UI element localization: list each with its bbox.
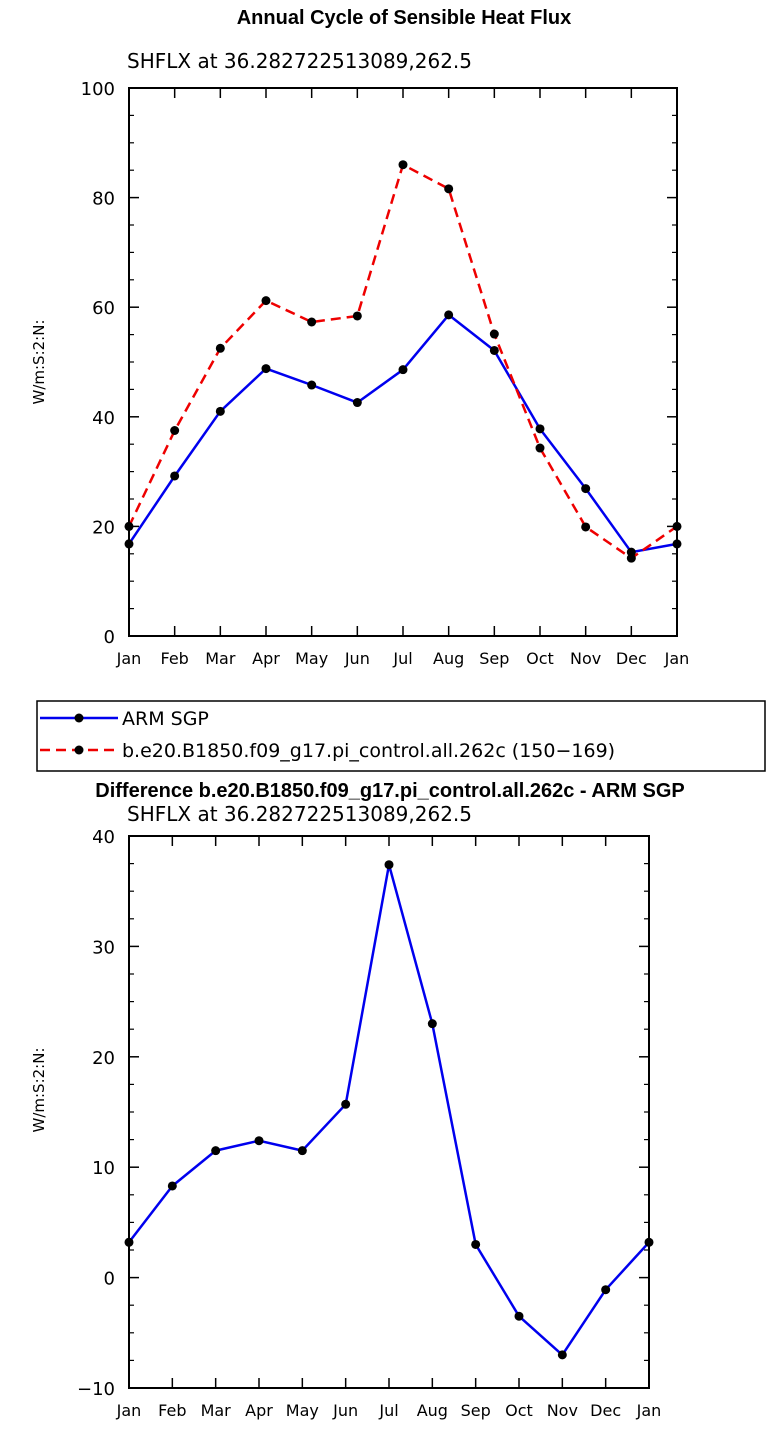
chart1-ytick-label: 80	[92, 189, 115, 210]
chart1-series-1-point	[215, 406, 225, 416]
chart1-xtick-label: Jun	[344, 649, 370, 668]
chart2-series-1-point	[557, 1350, 567, 1360]
chart1-series-2-point	[261, 296, 271, 306]
chart1-ytick-label: 0	[104, 627, 115, 648]
chart1-xtick-label: Jan	[664, 649, 690, 668]
chart1-series-2-point	[307, 317, 317, 327]
chart1-xtick-label: Feb	[161, 649, 189, 668]
legend-model-marker	[74, 745, 84, 755]
chart1-series-1-point	[170, 471, 180, 481]
chart1-series-2-point	[489, 329, 499, 339]
legend-arm-sgp-marker	[74, 713, 84, 723]
chart1-series-2-point	[215, 343, 225, 353]
chart2-series-1-point	[341, 1099, 351, 1109]
chart2-xtick-label: Nov	[547, 1401, 578, 1420]
chart1-ytick-label: 20	[92, 517, 115, 538]
chart2-xtick-label: Oct	[505, 1401, 533, 1420]
chart2-ytick-label: 30	[92, 937, 115, 958]
chart2-ytick-label: 40	[92, 827, 115, 848]
chart2-ytick-label: 10	[92, 1158, 115, 1179]
chart1-frame	[128, 87, 678, 637]
chart2-xtick-label: Jan	[636, 1401, 662, 1420]
chart2-xtick-label: Apr	[245, 1401, 273, 1420]
chart2-series-1-point	[167, 1181, 177, 1191]
chart2-series-1-point	[471, 1239, 481, 1249]
chart1-series-2-point	[124, 521, 134, 531]
chart1-xtick-label: Sep	[479, 649, 509, 668]
chart1-series-1-point	[352, 398, 362, 408]
chart2-series-1-point	[297, 1146, 307, 1156]
chart1-xtick-label: Dec	[616, 649, 647, 668]
chart1-series-1-point	[124, 539, 134, 549]
chart1-series-2-point	[444, 184, 454, 194]
chart2-series-1-point	[601, 1285, 611, 1295]
chart1-series-1-point	[444, 310, 454, 320]
chart2-xtick-label: Jan	[116, 1401, 142, 1420]
chart2-frame	[128, 835, 650, 1389]
chart2-ytick-label: 0	[104, 1269, 115, 1290]
chart2-series-1-point	[514, 1311, 524, 1321]
chart1-subtitle: SHFLX at 36.282722513089,262.5	[127, 49, 472, 73]
chart1-series-1-point	[672, 539, 682, 549]
chart2-ytick-label: 20	[92, 1048, 115, 1069]
chart2-title: Difference b.e20.B1850.f09_g17.pi_contro…	[95, 780, 685, 802]
chart1-series-2-point	[170, 426, 180, 435]
chart1-xtick-label: Jul	[392, 649, 412, 668]
chart1-xtick-label: Oct	[526, 649, 554, 668]
chart1-series-1-point	[535, 424, 545, 434]
chart1-series-1-point	[398, 365, 408, 375]
chart1-ytick-label: 60	[92, 298, 115, 319]
chart1-series-2-point	[672, 521, 682, 531]
chart1-xtick-label: Nov	[570, 649, 601, 668]
chart2-subtitle: SHFLX at 36.282722513089,262.5	[127, 802, 472, 826]
chart1-title: Annual Cycle of Sensible Heat Flux	[237, 7, 572, 29]
chart1-series-2-point	[535, 443, 545, 453]
chart2-series-1-point	[644, 1237, 654, 1247]
chart2-xtick-label: May	[286, 1401, 319, 1420]
chart2-series-1-point	[427, 1019, 437, 1029]
chart1-series-2-point	[352, 311, 362, 321]
chart1-series-2-point	[581, 522, 591, 532]
chart1-ylabel: W/m:S:2:N:	[30, 320, 48, 405]
chart1-xtick-label: Mar	[205, 649, 236, 668]
chart2-xtick-label: Feb	[158, 1401, 186, 1420]
chart1-xtick-label: Apr	[252, 649, 280, 668]
chart1-plot-area: Jan Feb Mar Apr May Jun Jul Aug Sep Oct Nov Dec Jan0…	[81, 79, 690, 668]
chart2-xtick-label: Sep	[461, 1401, 491, 1420]
chart1-xtick-label: May	[295, 649, 328, 668]
chart1-ytick-label: 40	[92, 408, 115, 429]
chart1-ytick-label: 100	[81, 79, 115, 100]
chart1-series-1-point	[581, 484, 591, 494]
chart2-xtick-label: Dec	[590, 1401, 621, 1420]
chart2-series-1-point	[211, 1146, 221, 1156]
legend-frame	[36, 700, 766, 772]
chart2-xtick-label: Aug	[417, 1401, 448, 1420]
chart1-series-1-point	[307, 380, 317, 390]
legend-arm-sgp-label: ARM SGP	[122, 708, 209, 730]
chart2-xtick-label: Jul	[378, 1401, 398, 1420]
chart1-legend: ARM SGP b.e20.B1850.f09_g17.pi_control.a…	[36, 700, 766, 772]
chart2-series-1-point	[124, 1237, 134, 1247]
chart2-series-1-point	[384, 860, 394, 870]
chart1-series-1-point	[261, 364, 271, 374]
chart1-xtick-label: Jan	[116, 649, 142, 668]
legend-model-label: b.e20.B1850.f09_g17.pi_control.all.262c …	[122, 740, 615, 762]
chart2-xtick-label: Mar	[201, 1401, 232, 1420]
chart2-ylabel: W/m:S:2:N:	[30, 1048, 48, 1133]
chart1-series-1-line	[127, 313, 678, 554]
chart2-xtick-label: Jun	[332, 1401, 358, 1420]
chart1-series-2-point	[398, 160, 408, 170]
chart2-plot-area: Jan Feb Mar Apr May Jun Jul Aug Sep Oct Nov Dec Jan−…	[77, 827, 661, 1420]
chart2-series-1-point	[254, 1136, 264, 1146]
chart2-series-1-line	[128, 863, 650, 1357]
chart2-ytick-label: −10	[77, 1379, 115, 1400]
chart1-series-1-point	[489, 345, 499, 355]
chart1-xtick-label: Aug	[433, 649, 464, 668]
chart1-series-2-point	[626, 553, 636, 563]
